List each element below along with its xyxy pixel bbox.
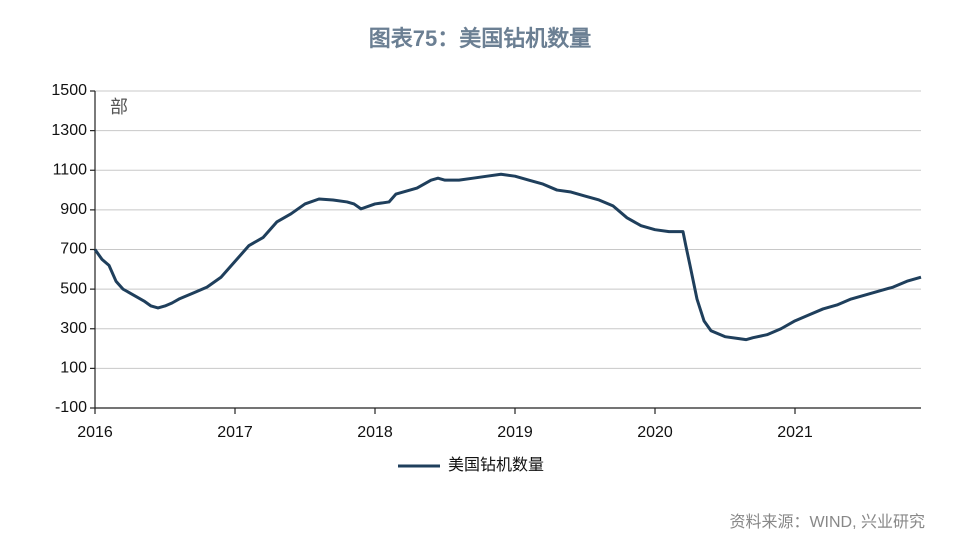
y-tick-label: 100 (60, 360, 87, 377)
x-tick-label: 2017 (217, 424, 253, 441)
x-tick-label: 2018 (357, 424, 393, 441)
y-unit: 部 (110, 97, 128, 117)
y-tick-label: 500 (60, 280, 87, 297)
chart-title: 图表75：美国钻机数量 (369, 26, 591, 51)
y-tick-label: 1300 (51, 122, 87, 139)
x-tick-label: 2019 (497, 424, 533, 441)
y-tick-label: 300 (60, 320, 87, 337)
y-tick-label: 900 (60, 201, 87, 218)
x-tick-label: 2021 (777, 424, 813, 441)
line (93, 172, 922, 342)
y-tick-label: -100 (55, 399, 87, 416)
y-tick-label: 700 (60, 241, 87, 258)
source: 资料来源：WIND, 兴业研究 (729, 513, 925, 531)
y-tick-label: 1500 (51, 82, 87, 99)
y-tick-label: 1100 (53, 161, 88, 178)
x-tick-label: 2020 (637, 424, 673, 441)
x-tick-label: 2016 (77, 424, 113, 441)
legend-label: 美国钻机数量 (448, 456, 544, 474)
